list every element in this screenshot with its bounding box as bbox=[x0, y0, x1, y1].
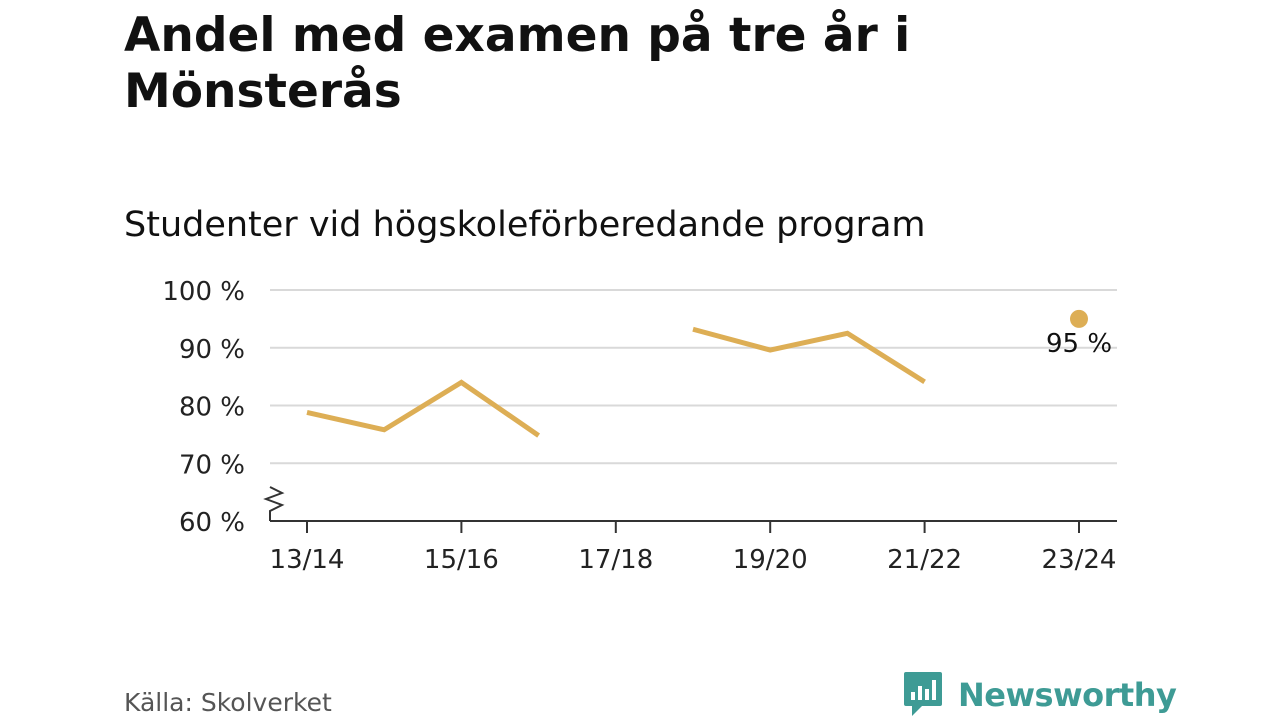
x-tick-label: 23/24 bbox=[1042, 545, 1117, 575]
series-line bbox=[306, 379, 541, 438]
chart-subtitle: Studenter vid högskoleförberedande progr… bbox=[124, 205, 926, 245]
y-tick-label: 100 % bbox=[162, 277, 245, 307]
newsworthy-logo-icon bbox=[902, 668, 944, 722]
x-tick-label: 17/18 bbox=[578, 545, 653, 575]
x-tick-label: 15/16 bbox=[424, 545, 499, 575]
y-tick-label: 70 % bbox=[179, 450, 245, 480]
x-tick-label: 13/14 bbox=[270, 545, 345, 575]
grid-lines bbox=[270, 289, 1117, 465]
x-axis: 13/14 15/16 17/18 19/20 21/22 23/24 bbox=[263, 486, 1117, 575]
y-tick-label: 90 % bbox=[179, 335, 245, 365]
y-axis-ticks: 60 % 70 % 80 % 90 % 100 % bbox=[162, 277, 245, 538]
series-line bbox=[692, 326, 926, 384]
axis-break-icon bbox=[263, 486, 285, 521]
source-note: Källa: Skolverket bbox=[124, 688, 332, 717]
brand-logo[interactable]: Newsworthy bbox=[902, 668, 1177, 722]
x-tick-label: 21/22 bbox=[887, 545, 962, 575]
series-lines bbox=[306, 309, 1088, 438]
y-tick-label: 60 % bbox=[179, 508, 245, 538]
data-point bbox=[1070, 309, 1088, 328]
x-tick-label: 19/20 bbox=[733, 545, 808, 575]
brand-name: Newsworthy bbox=[958, 676, 1177, 714]
y-tick-label: 80 % bbox=[179, 393, 245, 423]
data-label: 95 % bbox=[1046, 329, 1112, 359]
annotations: 95 % bbox=[1046, 329, 1112, 359]
chart-title: Andel med examen på tre år i Mönsterås bbox=[124, 8, 911, 119]
